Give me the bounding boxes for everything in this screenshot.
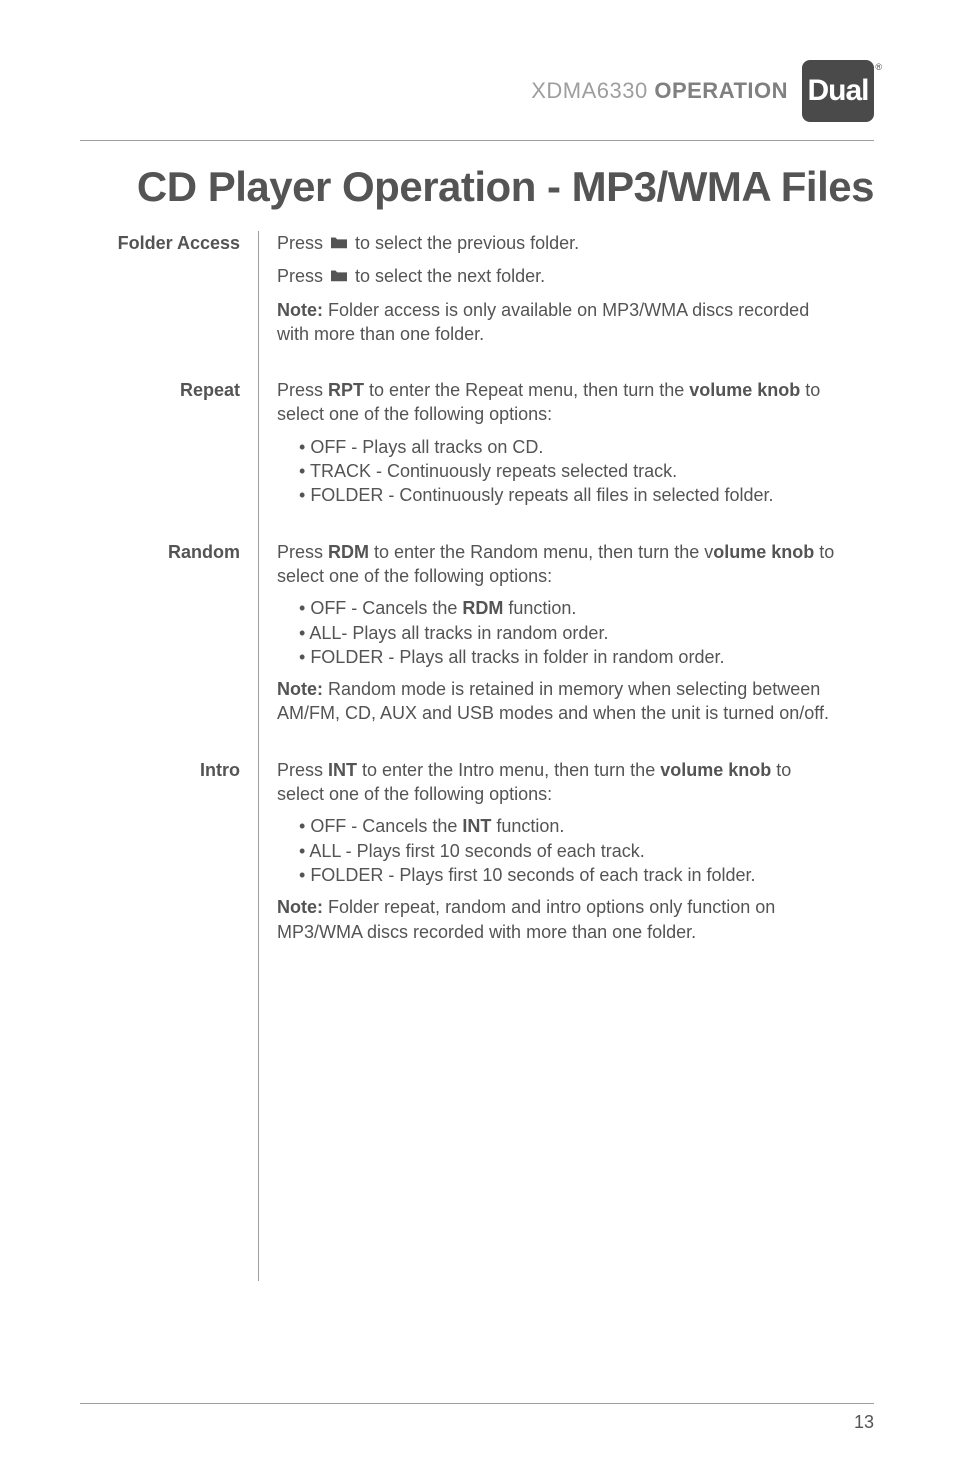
page-number: 13: [80, 1412, 874, 1433]
footer-divider: [80, 1403, 874, 1404]
repeat-list: OFF - Plays all tracks on CD. TRACK - Co…: [277, 435, 837, 508]
list-item: FOLDER - Continuously repeats all files …: [299, 483, 837, 507]
logo-text: Dual: [807, 74, 868, 108]
row-body-random: Press RDM to enter the Random menu, then…: [277, 540, 837, 758]
list-item: ALL - Plays first 10 seconds of each tra…: [299, 839, 837, 863]
list-item: OFF - Cancels the INT function.: [299, 814, 837, 838]
random-note: Note: Random mode is retained in memory …: [277, 677, 837, 726]
folder-down-icon: [328, 232, 350, 256]
header-row: XDMA6330 OPERATION Dual ®: [80, 60, 874, 122]
intro-note: Note: Folder repeat, random and intro op…: [277, 895, 837, 944]
folder-next-line: Press to select the next folder.: [277, 264, 837, 289]
repeat-intro: Press RPT to enter the Repeat menu, then…: [277, 378, 837, 427]
row-label-folder-access: Folder Access: [80, 231, 240, 378]
model-number: XDMA6330: [531, 78, 648, 103]
row-label-random: Random: [80, 540, 240, 758]
row-body-folder-access: Press to select the previous folder. Pre…: [277, 231, 837, 378]
footer: 13: [80, 1403, 874, 1433]
list-item: TRACK - Continuously repeats selected tr…: [299, 459, 837, 483]
random-intro: Press RDM to enter the Random menu, then…: [277, 540, 837, 589]
top-divider: [80, 140, 874, 141]
intro-intro: Press INT to enter the Intro menu, then …: [277, 758, 837, 807]
folder-up-icon: [328, 265, 350, 289]
content-grid: Folder Access Press to select the previo…: [80, 231, 874, 1281]
row-label-repeat: Repeat: [80, 378, 240, 539]
section-label: OPERATION: [654, 78, 788, 103]
vertical-divider: [258, 231, 259, 1281]
list-item: OFF - Cancels the RDM function.: [299, 596, 837, 620]
row-label-intro: Intro: [80, 758, 240, 976]
list-item: ALL- Plays all tracks in random order.: [299, 621, 837, 645]
list-item: OFF - Plays all tracks on CD.: [299, 435, 837, 459]
folder-prev-line: Press to select the previous folder.: [277, 231, 837, 256]
registered-mark: ®: [875, 62, 882, 72]
list-item: FOLDER - Plays all tracks in folder in r…: [299, 645, 837, 669]
header-text: XDMA6330 OPERATION: [531, 78, 788, 104]
list-item: FOLDER - Plays first 10 seconds of each …: [299, 863, 837, 887]
folder-note: Note: Folder access is only available on…: [277, 298, 837, 347]
page-title: CD Player Operation - MP3/WMA Files: [80, 163, 874, 211]
row-body-intro: Press INT to enter the Intro menu, then …: [277, 758, 837, 976]
random-list: OFF - Cancels the RDM function. ALL- Pla…: [277, 596, 837, 669]
row-body-repeat: Press RPT to enter the Repeat menu, then…: [277, 378, 837, 539]
intro-list: OFF - Cancels the INT function. ALL - Pl…: [277, 814, 837, 887]
brand-logo: Dual ®: [802, 60, 874, 122]
